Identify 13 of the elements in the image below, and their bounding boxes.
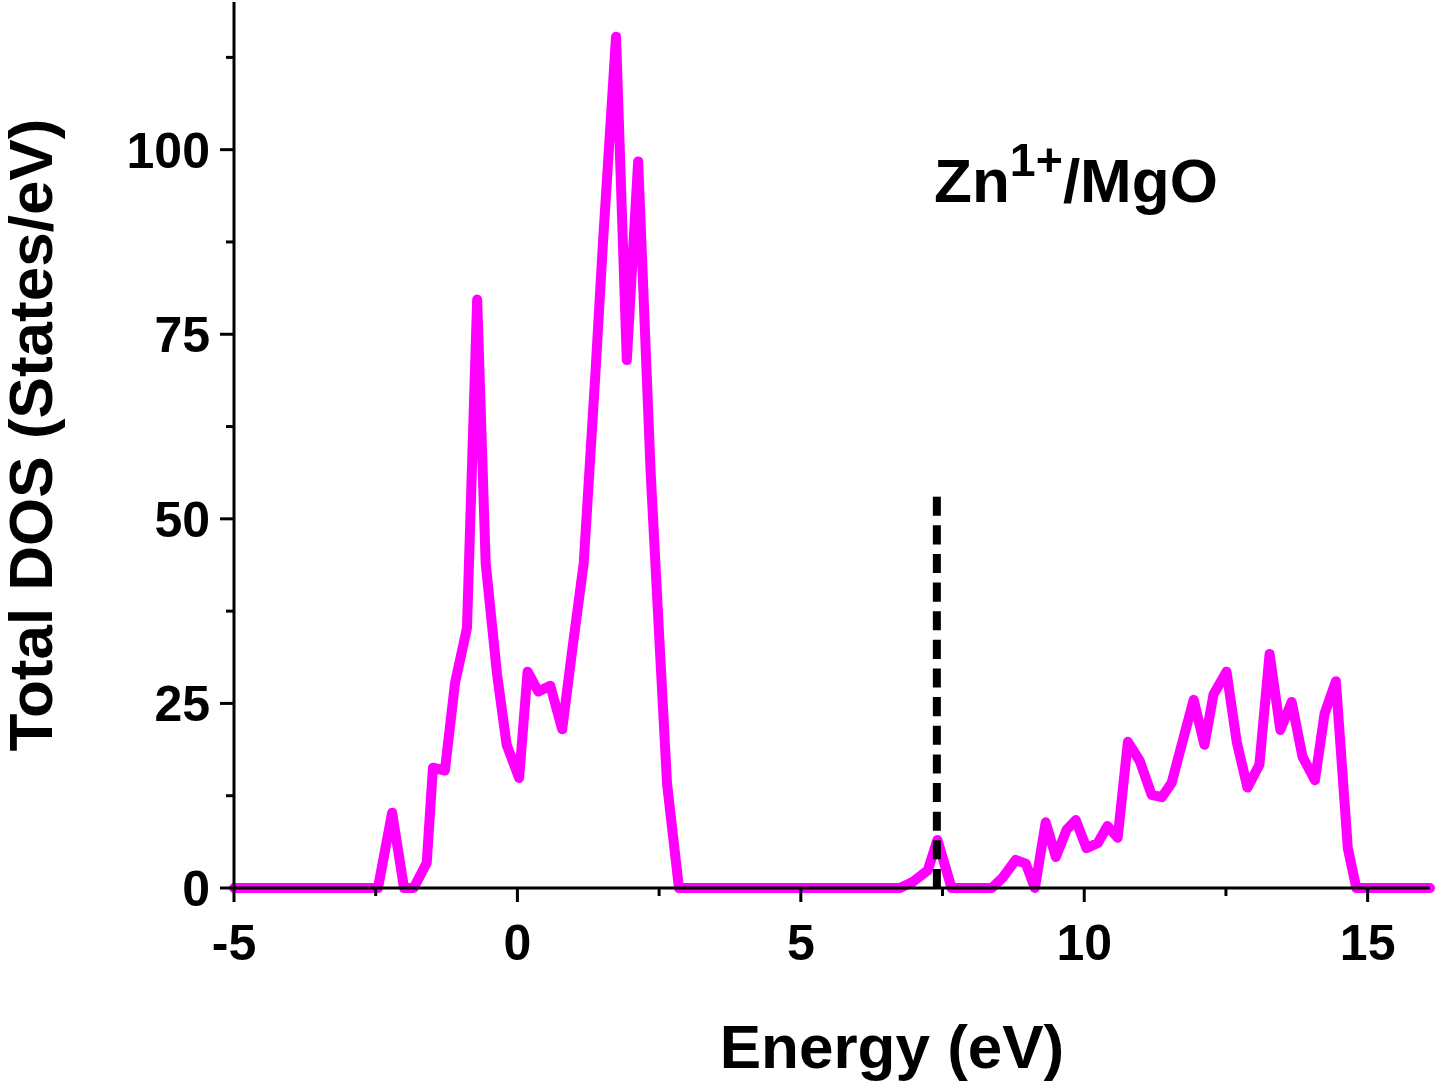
x-tick-label: 10 — [1056, 915, 1113, 971]
x-tick-label: 5 — [786, 915, 815, 971]
y-tick-label: 100 — [126, 122, 210, 179]
annotation: Zn$^{1+}$/MgO — [934, 134, 1218, 215]
x-tick-label: 0 — [503, 915, 532, 971]
y-tick-label: 75 — [154, 307, 210, 364]
x-tick-label: -5 — [211, 915, 257, 971]
x-tick-label: 15 — [1339, 915, 1396, 971]
y-axis-title: Total DOS (States/eV) — [0, 118, 65, 752]
y-tick-label: 25 — [154, 676, 210, 733]
x-axis-title: Energy (eV) — [719, 1012, 1065, 1081]
y-tick-label: 0 — [182, 861, 210, 917]
y-tick-label: 50 — [154, 491, 210, 548]
